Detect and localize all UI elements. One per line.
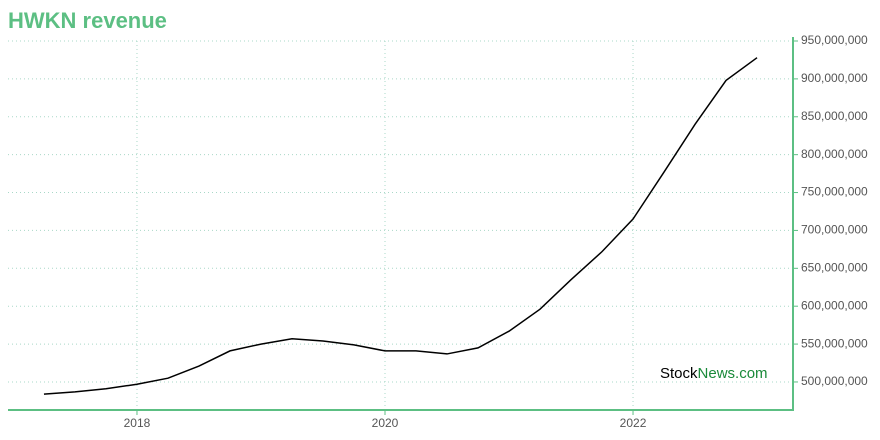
watermark-part: Stock	[660, 365, 698, 382]
y-tick-label: 950,000,000	[801, 33, 868, 47]
watermark: StockNews.com	[660, 365, 768, 382]
y-tick-label: 900,000,000	[801, 71, 868, 85]
x-tick-label: 2018	[124, 416, 151, 430]
chart-title: HWKN revenue	[8, 8, 167, 33]
line-series	[43, 57, 758, 395]
x-tick-label: 2022	[620, 416, 647, 430]
x-tick-label: 2020	[372, 416, 399, 430]
y-tick-label: 750,000,000	[801, 185, 868, 199]
y-tick-label: 600,000,000	[801, 298, 868, 312]
y-tick-label: 650,000,000	[801, 260, 868, 274]
watermark-part: News.com	[698, 365, 768, 382]
y-tick-label: 850,000,000	[801, 109, 868, 123]
y-tick-label: 700,000,000	[801, 223, 868, 237]
y-tick-label: 800,000,000	[801, 147, 868, 161]
y-tick-label: 500,000,000	[801, 374, 868, 388]
y-tick-label: 550,000,000	[801, 336, 868, 350]
